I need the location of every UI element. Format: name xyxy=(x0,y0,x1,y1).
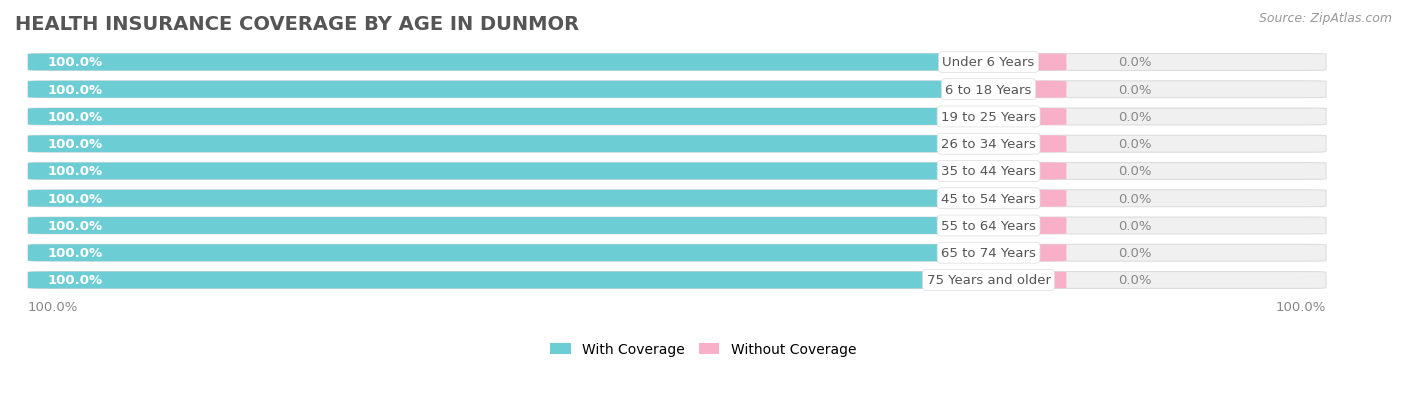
Text: 100.0%: 100.0% xyxy=(1275,301,1326,314)
Text: 0.0%: 0.0% xyxy=(1118,83,1152,97)
FancyBboxPatch shape xyxy=(28,190,1326,207)
Text: 26 to 34 Years: 26 to 34 Years xyxy=(941,138,1036,151)
FancyBboxPatch shape xyxy=(963,272,1067,289)
Text: 45 to 54 Years: 45 to 54 Years xyxy=(941,192,1036,205)
FancyBboxPatch shape xyxy=(963,55,1067,71)
Text: 6 to 18 Years: 6 to 18 Years xyxy=(945,83,1032,97)
Text: 0.0%: 0.0% xyxy=(1118,165,1152,178)
FancyBboxPatch shape xyxy=(28,218,1326,234)
Text: 0.0%: 0.0% xyxy=(1118,56,1152,69)
FancyBboxPatch shape xyxy=(28,272,963,289)
Text: 0.0%: 0.0% xyxy=(1118,219,1152,233)
Text: HEALTH INSURANCE COVERAGE BY AGE IN DUNMOR: HEALTH INSURANCE COVERAGE BY AGE IN DUNM… xyxy=(15,15,579,34)
FancyBboxPatch shape xyxy=(28,218,963,234)
FancyBboxPatch shape xyxy=(28,163,963,180)
FancyBboxPatch shape xyxy=(963,136,1067,153)
Text: 100.0%: 100.0% xyxy=(48,83,103,97)
FancyBboxPatch shape xyxy=(28,82,1326,98)
Text: 0.0%: 0.0% xyxy=(1118,247,1152,260)
FancyBboxPatch shape xyxy=(963,190,1067,207)
Text: 100.0%: 100.0% xyxy=(48,219,103,233)
FancyBboxPatch shape xyxy=(28,190,963,207)
Text: 65 to 74 Years: 65 to 74 Years xyxy=(941,247,1036,260)
Text: 100.0%: 100.0% xyxy=(48,138,103,151)
Text: 55 to 64 Years: 55 to 64 Years xyxy=(941,219,1036,233)
FancyBboxPatch shape xyxy=(28,109,963,126)
Text: Under 6 Years: Under 6 Years xyxy=(942,56,1035,69)
FancyBboxPatch shape xyxy=(28,244,963,261)
Text: 100.0%: 100.0% xyxy=(28,301,79,314)
Text: 100.0%: 100.0% xyxy=(48,56,103,69)
FancyBboxPatch shape xyxy=(963,163,1067,180)
Text: 0.0%: 0.0% xyxy=(1118,192,1152,205)
FancyBboxPatch shape xyxy=(963,244,1067,261)
Text: 100.0%: 100.0% xyxy=(48,274,103,287)
Text: 100.0%: 100.0% xyxy=(48,111,103,123)
FancyBboxPatch shape xyxy=(28,82,963,98)
FancyBboxPatch shape xyxy=(28,136,963,153)
Legend: With Coverage, Without Coverage: With Coverage, Without Coverage xyxy=(544,337,862,362)
FancyBboxPatch shape xyxy=(28,244,1326,261)
Text: 100.0%: 100.0% xyxy=(48,165,103,178)
Text: 100.0%: 100.0% xyxy=(48,192,103,205)
FancyBboxPatch shape xyxy=(28,55,963,71)
Text: 75 Years and older: 75 Years and older xyxy=(927,274,1050,287)
Text: 0.0%: 0.0% xyxy=(1118,138,1152,151)
FancyBboxPatch shape xyxy=(963,109,1067,126)
FancyBboxPatch shape xyxy=(28,109,1326,126)
Text: 35 to 44 Years: 35 to 44 Years xyxy=(941,165,1036,178)
Text: 0.0%: 0.0% xyxy=(1118,111,1152,123)
FancyBboxPatch shape xyxy=(28,163,1326,180)
Text: 100.0%: 100.0% xyxy=(48,247,103,260)
Text: 19 to 25 Years: 19 to 25 Years xyxy=(941,111,1036,123)
FancyBboxPatch shape xyxy=(963,82,1067,98)
FancyBboxPatch shape xyxy=(28,272,1326,289)
Text: Source: ZipAtlas.com: Source: ZipAtlas.com xyxy=(1258,12,1392,25)
FancyBboxPatch shape xyxy=(963,218,1067,234)
FancyBboxPatch shape xyxy=(28,136,1326,153)
Text: 0.0%: 0.0% xyxy=(1118,274,1152,287)
FancyBboxPatch shape xyxy=(28,55,1326,71)
